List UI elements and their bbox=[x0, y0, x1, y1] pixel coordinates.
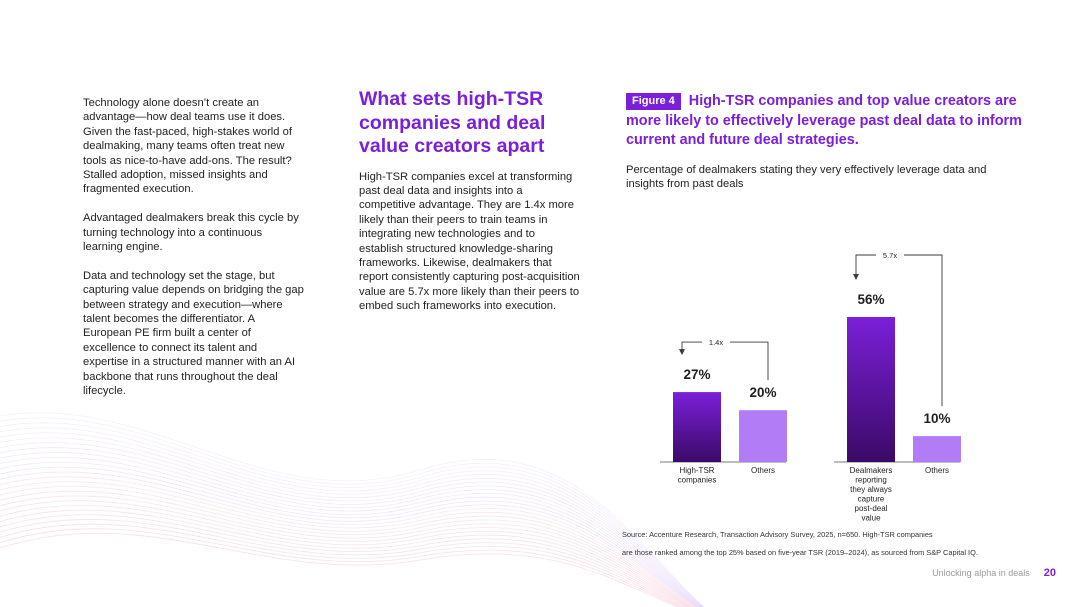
left-paragraph: Advantaged dealmakers break this cycle b… bbox=[83, 212, 299, 254]
figure-title: Figure 4 High-TSR companies and top value… bbox=[626, 92, 1026, 151]
figure-title-text: High-TSR companies and top value creator… bbox=[626, 93, 1022, 148]
chart-data-label: 56% bbox=[857, 292, 884, 307]
section-body: High-TSR companies excel at transforming… bbox=[359, 170, 580, 313]
middle-column: What sets high-TSR companies and deal va… bbox=[359, 88, 581, 314]
source-line: are those ranked among the top 25% based… bbox=[622, 548, 978, 557]
chart-category-label: High-TSR companies bbox=[678, 466, 717, 485]
chart-data-label: 10% bbox=[923, 411, 950, 426]
section-title: What sets high-TSR companies and deal va… bbox=[359, 88, 546, 157]
chart-category-label: Dealmakers reporting they always capture pos… bbox=[850, 466, 893, 523]
figure-subtitle: Percentage of dealmakers stating they ve… bbox=[626, 163, 987, 190]
multiplier-label: 1.4x bbox=[709, 338, 723, 347]
multiplier-arrow bbox=[853, 274, 859, 280]
bar-chart: 27% High-TSR companies 20% Others 1.4x 56% Deal… bbox=[660, 251, 961, 523]
chart-bar bbox=[673, 392, 721, 462]
chart-bar bbox=[913, 436, 961, 462]
page-footer: Unlocking alpha in deals 20 bbox=[932, 567, 1056, 579]
chart-category-label: Others bbox=[925, 466, 949, 475]
source-line: Source: Accenture Research, Transaction … bbox=[622, 530, 933, 539]
left-column: Technology alone doesn’t create an advan… bbox=[83, 96, 305, 413]
figure-header: Figure 4 High-TSR companies and top value… bbox=[626, 92, 1026, 191]
left-paragraph: Technology alone doesn’t create an advan… bbox=[83, 97, 292, 196]
source-note: Source: Accenture Research, Transaction … bbox=[622, 526, 1062, 562]
chart-category-label: Others bbox=[751, 466, 775, 475]
multiplier-label: 5.7x bbox=[883, 251, 897, 260]
chart-data-label: 20% bbox=[749, 385, 776, 400]
chart-bar bbox=[847, 317, 895, 462]
multiplier-arrow bbox=[679, 349, 685, 356]
multiplier-bracket bbox=[855, 254, 876, 275]
multiplier-bracket bbox=[730, 341, 769, 381]
multiplier-bracket bbox=[681, 341, 702, 351]
multiplier-bracket bbox=[904, 254, 943, 407]
chart-bar bbox=[739, 410, 787, 462]
figure-badge: Figure 4 bbox=[626, 93, 681, 110]
left-paragraph: Data and technology set the stage, but c… bbox=[83, 269, 304, 398]
footer-label: Unlocking alpha in deals bbox=[932, 568, 1030, 578]
page-number: 20 bbox=[1043, 567, 1056, 579]
chart-data-label: 27% bbox=[683, 367, 710, 382]
